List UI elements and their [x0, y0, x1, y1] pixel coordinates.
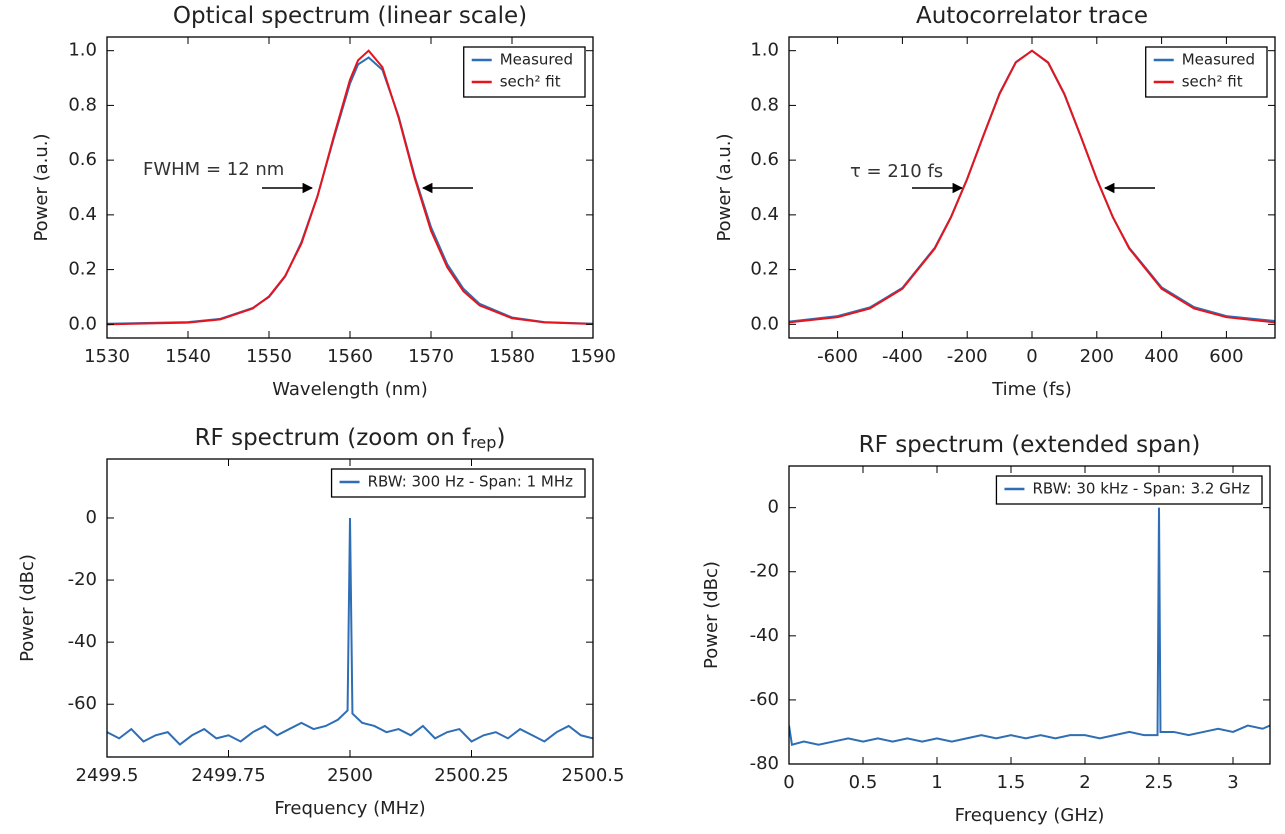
x-tick-label: 400: [1144, 346, 1178, 367]
legend-label: sech² fit: [1182, 73, 1243, 91]
y-tick-label: 1.0: [750, 40, 779, 61]
y-tick-label: 0.6: [68, 149, 97, 170]
annotation: τ = 210 fs: [850, 161, 943, 182]
title-text: RF spectrum (zoom on f: [195, 425, 472, 451]
x-axis-label: Frequency (GHz): [955, 805, 1105, 826]
legend-frame: [463, 46, 586, 98]
y-tick-label: 1.0: [68, 40, 97, 61]
x-tick-label: 600: [1209, 346, 1243, 367]
series-line: [789, 507, 1270, 747]
annotation: FWHM = 12 nm: [143, 159, 284, 180]
y-tick-label: -60: [68, 693, 97, 714]
y-tick-label: -80: [750, 753, 779, 774]
title-text: RF spectrum (extended span): [859, 432, 1201, 458]
plot-area: [789, 507, 1270, 747]
x-tick-label: 0.5: [849, 772, 878, 793]
y-tick-label: 0: [768, 497, 779, 518]
x-tick-label: 1590: [570, 346, 616, 367]
x-tick-label: 2500.5: [562, 765, 625, 786]
title-text: Optical spectrum (linear scale): [173, 3, 527, 29]
plot-area: [107, 49, 593, 326]
x-tick-label: 1540: [165, 346, 211, 367]
legend-label: sech² fit: [500, 73, 561, 91]
y-tick-label: -20: [68, 569, 97, 590]
x-tick-label: 3: [1227, 772, 1238, 793]
x-tick-label: 1570: [408, 346, 454, 367]
x-tick-label: 1530: [84, 346, 130, 367]
y-tick-label: 0.0: [750, 313, 779, 334]
legend-label: Measured: [1182, 51, 1255, 69]
legend: Measured sech² fit: [463, 46, 586, 98]
legend-frame: [330, 468, 586, 498]
axes-frame: [788, 465, 1271, 765]
y-tick-label: -60: [750, 689, 779, 710]
x-tick-label: 1560: [327, 346, 373, 367]
title-text: ): [496, 425, 505, 451]
y-tick-label: 0.0: [68, 313, 97, 334]
x-tick-label: -600: [817, 346, 858, 367]
x-tick-label: 2499.5: [76, 765, 139, 786]
y-axis-label: Power (a.u.): [31, 133, 52, 241]
x-tick-label: 2500.25: [434, 765, 508, 786]
plot-area: [789, 49, 1275, 324]
x-tick-label: 2500: [327, 765, 373, 786]
x-tick-label: 1.5: [997, 772, 1026, 793]
y-tick-label: 0.6: [750, 149, 779, 170]
y-tick-label: 0.2: [68, 259, 97, 280]
y-axis-label: Power (dBc): [17, 554, 38, 662]
legend-label: RBW: 30 kHz - Span: 3.2 GHz: [1032, 480, 1250, 498]
title-subscript: rep: [470, 433, 496, 452]
x-tick-label: -400: [882, 346, 923, 367]
x-tick-label: 2.5: [1145, 772, 1174, 793]
x-axis-label: Time (fs): [991, 379, 1072, 400]
x-tick-label: 200: [1080, 346, 1114, 367]
chart-title: RF spectrum (zoom on frep): [195, 425, 506, 452]
y-tick-label: -40: [68, 631, 97, 652]
y-tick-label: -40: [750, 625, 779, 646]
title-text: Autocorrelator trace: [916, 3, 1148, 29]
legend-label: RBW: 300 Hz - Span: 1 MHz: [368, 473, 574, 491]
chart-title: RF spectrum (extended span): [859, 432, 1201, 458]
plot-area: [107, 517, 593, 746]
chart-title: Optical spectrum (linear scale): [173, 3, 527, 29]
chart-title: Autocorrelator trace: [916, 3, 1148, 29]
y-tick-label: 0.4: [68, 204, 97, 225]
legend: RBW: 300 Hz - Span: 1 MHz: [330, 468, 586, 498]
x-tick-label: 2: [1079, 772, 1090, 793]
y-tick-label: 0.2: [750, 259, 779, 280]
legend-label: Measured: [500, 51, 573, 69]
x-tick-label: 0: [1026, 346, 1037, 367]
legend: Measured sech² fit: [1145, 46, 1268, 98]
y-axis-label: Power (a.u.): [714, 133, 735, 241]
y-tick-label: 0.8: [68, 94, 97, 115]
y-tick-label: 0: [86, 507, 97, 528]
legend: RBW: 30 kHz - Span: 3.2 GHz: [995, 475, 1263, 505]
x-tick-label: 1580: [489, 346, 535, 367]
x-axis-label: Frequency (MHz): [274, 798, 425, 819]
x-tick-label: -200: [947, 346, 988, 367]
axes-frame: [106, 458, 594, 758]
x-axis-label: Wavelength (nm): [272, 379, 428, 400]
legend-frame: [1145, 46, 1268, 98]
y-tick-label: 0.4: [750, 204, 779, 225]
legend-frame: [995, 475, 1263, 505]
series-line: [789, 49, 1275, 324]
x-tick-label: 1: [931, 772, 942, 793]
series-line: [107, 517, 593, 746]
x-tick-label: 2499.75: [191, 765, 265, 786]
y-axis-label: Power (dBc): [701, 561, 722, 669]
y-tick-label: -20: [750, 561, 779, 582]
series-line: [107, 49, 593, 326]
x-tick-label: 1550: [246, 346, 292, 367]
x-tick-label: 0: [783, 772, 794, 793]
y-tick-label: 0.8: [750, 94, 779, 115]
